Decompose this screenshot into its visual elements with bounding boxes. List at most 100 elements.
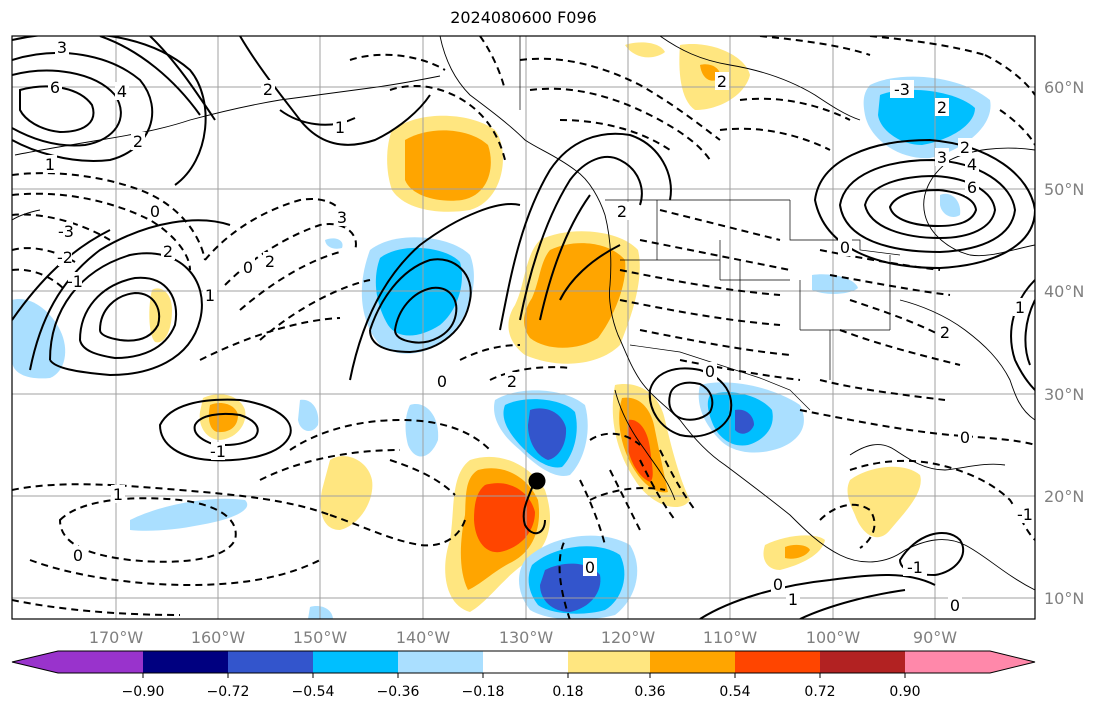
positive-anomaly-westcoast-core bbox=[524, 243, 626, 348]
contour-label: 0 bbox=[948, 596, 962, 615]
svg-text:-3: -3 bbox=[58, 222, 74, 241]
colorbar-tick-label: −0.18 bbox=[462, 684, 505, 700]
positive-anomaly-alaska-core bbox=[405, 130, 491, 201]
contour-label: 2 bbox=[715, 72, 729, 91]
contour-label: 1 bbox=[1013, 298, 1027, 317]
positive-anomaly-gulf-honduras bbox=[847, 466, 921, 538]
contour-label: 0 bbox=[583, 558, 597, 577]
lat-label: 10°N bbox=[1044, 589, 1084, 608]
colorbar-segment bbox=[820, 651, 905, 673]
svg-text:0: 0 bbox=[585, 558, 595, 577]
positive-anomaly-hawaii-core bbox=[208, 403, 238, 433]
contour-label: 2 bbox=[131, 132, 145, 151]
lon-label: 170°W bbox=[89, 628, 144, 647]
contour-label: 1 bbox=[43, 155, 57, 174]
contour-label: 1 bbox=[786, 590, 800, 609]
negative-anomaly-mexico-core bbox=[735, 409, 754, 434]
positive-anomaly-central-pacific bbox=[320, 456, 373, 530]
longitude-labels: 170°W 160°W 150°W 140°W 130°W 120°W 110°… bbox=[89, 628, 957, 647]
svg-text:2: 2 bbox=[507, 372, 517, 391]
positive-anomaly-tropical-core bbox=[474, 483, 535, 553]
contour-label: -3 bbox=[58, 222, 74, 241]
contour-label: 0 bbox=[703, 362, 717, 381]
colorbar-segment bbox=[735, 651, 820, 673]
negative-anomaly-tiny-1 bbox=[298, 399, 319, 432]
lat-label: 40°N bbox=[1044, 282, 1084, 301]
contour-label: 0 bbox=[435, 372, 449, 391]
svg-text:-2: -2 bbox=[57, 248, 73, 267]
lat-label: 50°N bbox=[1044, 180, 1084, 199]
svg-text:-1: -1 bbox=[907, 558, 923, 577]
contour-label: 0 bbox=[241, 258, 255, 277]
svg-text:-1: -1 bbox=[1017, 505, 1033, 524]
svg-text:1: 1 bbox=[1015, 298, 1025, 317]
contour-label: 0 bbox=[148, 202, 162, 221]
svg-text:2: 2 bbox=[940, 323, 950, 342]
svg-text:2: 2 bbox=[163, 242, 173, 261]
svg-text:-1: -1 bbox=[67, 272, 83, 291]
colorbar: −0.90 −0.72 −0.54 −0.36 −0.18 0.18 0.36 … bbox=[11, 650, 1036, 700]
lon-label: 140°W bbox=[396, 628, 451, 647]
svg-text:0: 0 bbox=[950, 596, 960, 615]
negative-anomaly-tiny-5 bbox=[325, 238, 343, 249]
colorbar-outline bbox=[11, 650, 1036, 674]
svg-text:2: 2 bbox=[265, 252, 275, 271]
contour-label: 1 bbox=[111, 485, 125, 504]
svg-text:1: 1 bbox=[113, 485, 123, 504]
contour-label: 0 bbox=[958, 428, 972, 447]
contour-label: 2 bbox=[615, 202, 629, 221]
lon-label: 110°W bbox=[703, 628, 758, 647]
lon-label: 150°W bbox=[293, 628, 348, 647]
svg-text:2: 2 bbox=[617, 202, 627, 221]
contour-label: 4 bbox=[115, 82, 129, 101]
coastlines bbox=[12, 36, 1035, 591]
lon-label: 90°W bbox=[913, 628, 957, 647]
contour-label: -1 bbox=[903, 558, 927, 577]
svg-text:1: 1 bbox=[205, 286, 215, 305]
svg-text:2: 2 bbox=[960, 138, 970, 157]
contours-solid bbox=[12, 36, 1035, 619]
svg-text:3: 3 bbox=[937, 148, 947, 167]
svg-text:0: 0 bbox=[243, 258, 253, 277]
negative-anomaly-tiny-3 bbox=[940, 193, 961, 217]
svg-text:1: 1 bbox=[45, 155, 55, 174]
colorbar-segment bbox=[313, 651, 398, 673]
svg-text:1: 1 bbox=[788, 590, 798, 609]
contour-label: 2 bbox=[505, 372, 519, 391]
svg-text:3: 3 bbox=[337, 208, 347, 227]
lon-label: 120°W bbox=[601, 628, 656, 647]
contour-label: -2 bbox=[57, 248, 73, 267]
contour-label: 2 bbox=[263, 252, 277, 271]
svg-text:-3: -3 bbox=[894, 80, 910, 99]
contour-label: -1 bbox=[67, 272, 83, 291]
contour-label-group: 3 6 4 2 1 0 -1 -2 -3 2 1 0 -1 2 3 2 0 1 … bbox=[43, 38, 1035, 615]
svg-text:4: 4 bbox=[967, 155, 977, 174]
contour-label: 3 bbox=[935, 148, 949, 167]
colorbar-segment bbox=[483, 651, 568, 673]
latitude-labels: 60°N 50°N 40°N 30°N 20°N 10°N bbox=[1044, 78, 1084, 608]
colorbar-tick-label: 0.36 bbox=[634, 684, 665, 700]
svg-text:0: 0 bbox=[773, 575, 783, 594]
contour-label: 0 bbox=[71, 546, 85, 565]
colorbar-segment bbox=[228, 651, 313, 673]
svg-text:3: 3 bbox=[57, 38, 67, 57]
storm-center-marker bbox=[528, 472, 546, 490]
lat-label: 30°N bbox=[1044, 385, 1084, 404]
contour-label: 2 bbox=[935, 98, 949, 117]
svg-text:0: 0 bbox=[437, 372, 447, 391]
contour-label: -3 bbox=[890, 80, 914, 99]
colorbar-extend-left bbox=[12, 651, 58, 673]
svg-text:2: 2 bbox=[937, 98, 947, 117]
map-title: 2024080600 F096 bbox=[450, 8, 597, 27]
colorbar-segment bbox=[143, 651, 228, 673]
lon-label: 130°W bbox=[499, 628, 554, 647]
contour-label: 2 bbox=[958, 138, 972, 157]
contour-label: 0 bbox=[771, 575, 785, 594]
colorbar-segment bbox=[398, 651, 483, 673]
colorbar-tick-label: −0.72 bbox=[207, 684, 250, 700]
svg-text:0: 0 bbox=[960, 428, 970, 447]
positive-anomaly-mexico-core bbox=[785, 544, 810, 559]
colorbar-tick-label: −0.90 bbox=[122, 684, 165, 700]
svg-text:0: 0 bbox=[150, 202, 160, 221]
